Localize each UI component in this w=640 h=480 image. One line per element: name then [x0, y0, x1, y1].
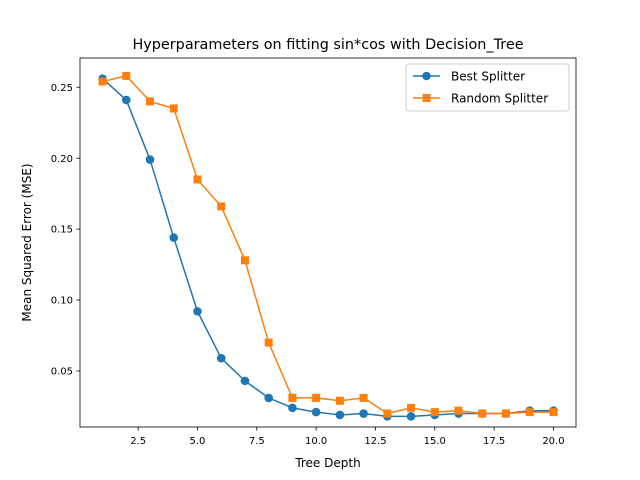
- data-point-random-splitter: [122, 71, 131, 80]
- x-tick-label: 20.0: [542, 436, 564, 447]
- data-point-best-splitter: [335, 410, 345, 420]
- data-point-random-splitter: [240, 256, 249, 265]
- legend-marker: [422, 71, 431, 81]
- legend-label: Best Splitter: [451, 69, 525, 83]
- y-tick-label: 0.05: [51, 367, 73, 378]
- legend-item-random-splitter: Random Splitter: [413, 91, 548, 105]
- legend-marker: [422, 94, 431, 102]
- data-point-random-splitter: [98, 77, 107, 86]
- y-tick-label: 0.25: [51, 83, 73, 94]
- data-point-random-splitter: [407, 403, 416, 412]
- data-point-random-splitter: [454, 406, 463, 415]
- data-point-best-splitter: [145, 155, 155, 164]
- series-layer: [98, 71, 558, 421]
- legend-item-best-splitter: Best Splitter: [413, 69, 525, 83]
- data-point-random-splitter: [217, 202, 226, 211]
- chart-title: Hyperparameters on fitting sin*cos with …: [132, 37, 523, 53]
- legend-frame: [405, 63, 570, 112]
- x-tick-label: 10.0: [305, 436, 327, 447]
- data-point-best-splitter: [216, 353, 226, 363]
- y-tick-label: 0.20: [51, 154, 73, 165]
- data-point-random-splitter: [146, 97, 155, 106]
- x-tick-label: 7.5: [249, 436, 265, 447]
- x-tick-label: 15.0: [424, 436, 446, 447]
- data-point-best-splitter: [121, 95, 131, 105]
- data-point-random-splitter: [430, 408, 439, 417]
- data-point-random-splitter: [478, 409, 487, 418]
- x-tick-label: 2.5: [130, 436, 146, 447]
- data-point-random-splitter: [501, 409, 510, 418]
- y-axis-label: Mean Squared Error (MSE): [20, 163, 34, 321]
- data-point-best-splitter: [240, 376, 250, 386]
- data-point-random-splitter: [549, 408, 558, 417]
- data-point-random-splitter: [193, 175, 202, 184]
- data-point-random-splitter: [288, 393, 297, 402]
- legend-label: Random Splitter: [451, 91, 548, 105]
- x-axis-label: Tree Depth: [294, 456, 360, 470]
- data-point-random-splitter: [525, 408, 534, 417]
- data-point-best-splitter: [264, 393, 273, 403]
- x-tick-label: 12.5: [364, 436, 386, 447]
- data-point-random-splitter: [359, 393, 368, 402]
- data-point-random-splitter: [264, 338, 273, 347]
- plot-frame: [79, 57, 577, 428]
- data-point-random-splitter: [312, 393, 321, 402]
- y-tick-label: 0.10: [51, 296, 73, 307]
- data-point-best-splitter: [169, 233, 179, 242]
- data-point-best-splitter: [406, 412, 416, 421]
- legend: Best Splitter Random Splitter: [405, 63, 570, 112]
- data-point-best-splitter: [311, 407, 321, 417]
- x-tick-label: 5.0: [190, 436, 206, 447]
- data-point-random-splitter: [169, 104, 178, 113]
- data-point-random-splitter: [335, 396, 344, 405]
- series-random-splitter: [98, 71, 558, 418]
- axes-layer: 2.5 5.0 7.5 10.0 12.5 15.0 17.5 20.0 0.05 0.10 0.1…: [51, 83, 565, 447]
- data-point-random-splitter: [383, 409, 392, 418]
- data-point-best-splitter: [193, 307, 202, 316]
- data-point-best-splitter: [359, 409, 368, 418]
- x-tick-label: 17.5: [483, 436, 505, 447]
- y-tick-label: 0.15: [51, 225, 73, 236]
- data-point-best-splitter: [288, 403, 297, 413]
